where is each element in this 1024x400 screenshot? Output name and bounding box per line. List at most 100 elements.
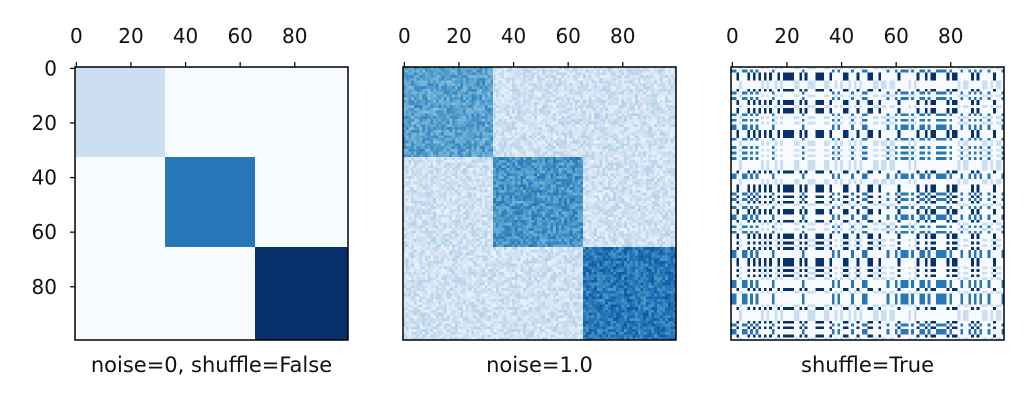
heatmap-cell — [537, 113, 540, 116]
heatmap-cell — [594, 78, 597, 81]
heatmap-cell — [641, 152, 644, 155]
heatmap-cell — [586, 133, 589, 136]
heatmap-cell — [518, 152, 521, 155]
heatmap-cell — [594, 157, 597, 160]
heatmap-cell — [531, 163, 534, 166]
heatmap-cell — [662, 171, 665, 174]
heatmap-cell — [578, 127, 581, 130]
heatmap-cell — [605, 141, 608, 144]
heatmap-cell — [449, 111, 452, 114]
heatmap-cell — [438, 100, 441, 103]
heatmap-cell — [433, 184, 436, 187]
heatmap-cell — [619, 86, 622, 89]
heatmap-cell — [657, 198, 660, 201]
heatmap-cell — [531, 127, 534, 130]
heatmap-cell — [575, 179, 578, 182]
heatmap-cell — [447, 163, 450, 166]
heatmap-cell — [507, 89, 510, 92]
heatmap-cell — [643, 116, 646, 119]
heatmap-cell — [542, 143, 545, 146]
heatmap-cell — [477, 97, 480, 100]
heatmap-cell — [433, 187, 436, 190]
heatmap-cell — [594, 119, 597, 122]
heatmap-cell — [520, 78, 523, 81]
heatmap-cell — [550, 168, 553, 171]
heatmap-cell — [479, 176, 482, 179]
heatmap-cell — [621, 124, 624, 127]
heatmap-cell — [616, 160, 619, 163]
heatmap-cell — [619, 184, 622, 187]
heatmap-cell — [526, 113, 529, 116]
heatmap-cell — [559, 163, 562, 166]
heatmap-cell — [479, 122, 482, 125]
heatmap-cell — [627, 122, 630, 125]
heatmap-cell — [564, 182, 567, 185]
heatmap-cell — [474, 105, 477, 108]
heatmap-cell — [518, 86, 521, 89]
heatmap-cell — [496, 89, 499, 92]
heatmap-cell — [449, 70, 452, 73]
heatmap-cell — [458, 113, 461, 116]
heatmap-cell — [564, 75, 567, 78]
heatmap-cell — [534, 163, 537, 166]
heatmap-cell — [417, 198, 420, 201]
heatmap-cell — [578, 201, 581, 204]
heatmap-cell — [414, 138, 417, 141]
heatmap-cell — [660, 124, 663, 127]
heatmap-cell — [660, 111, 663, 114]
heatmap-cell — [482, 127, 485, 130]
heatmap-cell — [425, 111, 428, 114]
heatmap-cell — [608, 171, 611, 174]
heatmap-cell — [482, 89, 485, 92]
heatmap-cell — [422, 127, 425, 130]
heatmap-cell — [651, 149, 654, 152]
heatmap-cell — [433, 179, 436, 182]
heatmap-cell — [610, 154, 613, 157]
heatmap-cell — [619, 198, 622, 201]
heatmap-cell — [411, 127, 414, 130]
heatmap-cell — [441, 135, 444, 138]
heatmap-cell — [578, 86, 581, 89]
heatmap-cell — [406, 176, 409, 179]
heatmap-cell — [499, 176, 502, 179]
heatmap-cell — [605, 149, 608, 152]
heatmap-cell — [526, 195, 529, 198]
heatmap-cell — [665, 130, 668, 133]
heatmap-cell — [411, 89, 414, 92]
heatmap-cell — [638, 171, 641, 174]
heatmap-cell — [660, 163, 663, 166]
heatmap-cell — [414, 105, 417, 108]
heatmap-cell — [570, 127, 573, 130]
heatmap-cell — [586, 152, 589, 155]
heatmap-cell — [512, 176, 515, 179]
heatmap-cell — [610, 119, 613, 122]
heatmap-cell — [608, 182, 611, 185]
heatmap-cell — [444, 173, 447, 176]
heatmap-cell — [638, 108, 641, 111]
heatmap-cell — [537, 149, 540, 152]
heatmap-cell — [531, 146, 534, 149]
heatmap-cell — [534, 149, 537, 152]
heatmap-cell — [408, 70, 411, 73]
heatmap-cell — [627, 130, 630, 133]
heatmap-cell — [580, 94, 583, 97]
heatmap-cell — [422, 157, 425, 160]
heatmap-cell — [632, 173, 635, 176]
heatmap-cell — [479, 143, 482, 146]
heatmap-cell — [479, 165, 482, 168]
heatmap-cell — [447, 83, 450, 86]
heatmap-cell — [556, 190, 559, 193]
heatmap-cell — [452, 184, 455, 187]
heatmap-cell — [597, 127, 600, 130]
heatmap-cell — [438, 171, 441, 174]
heatmap-cell — [556, 187, 559, 190]
heatmap-cell — [447, 198, 450, 201]
heatmap-cell — [619, 146, 622, 149]
heatmap-cell — [561, 184, 564, 187]
heatmap-cell — [567, 149, 570, 152]
heatmap-cell — [594, 130, 597, 133]
heatmap-cell — [572, 187, 575, 190]
heatmap-cell — [545, 94, 548, 97]
heatmap-cell — [624, 143, 627, 146]
heatmap-cell — [504, 143, 507, 146]
